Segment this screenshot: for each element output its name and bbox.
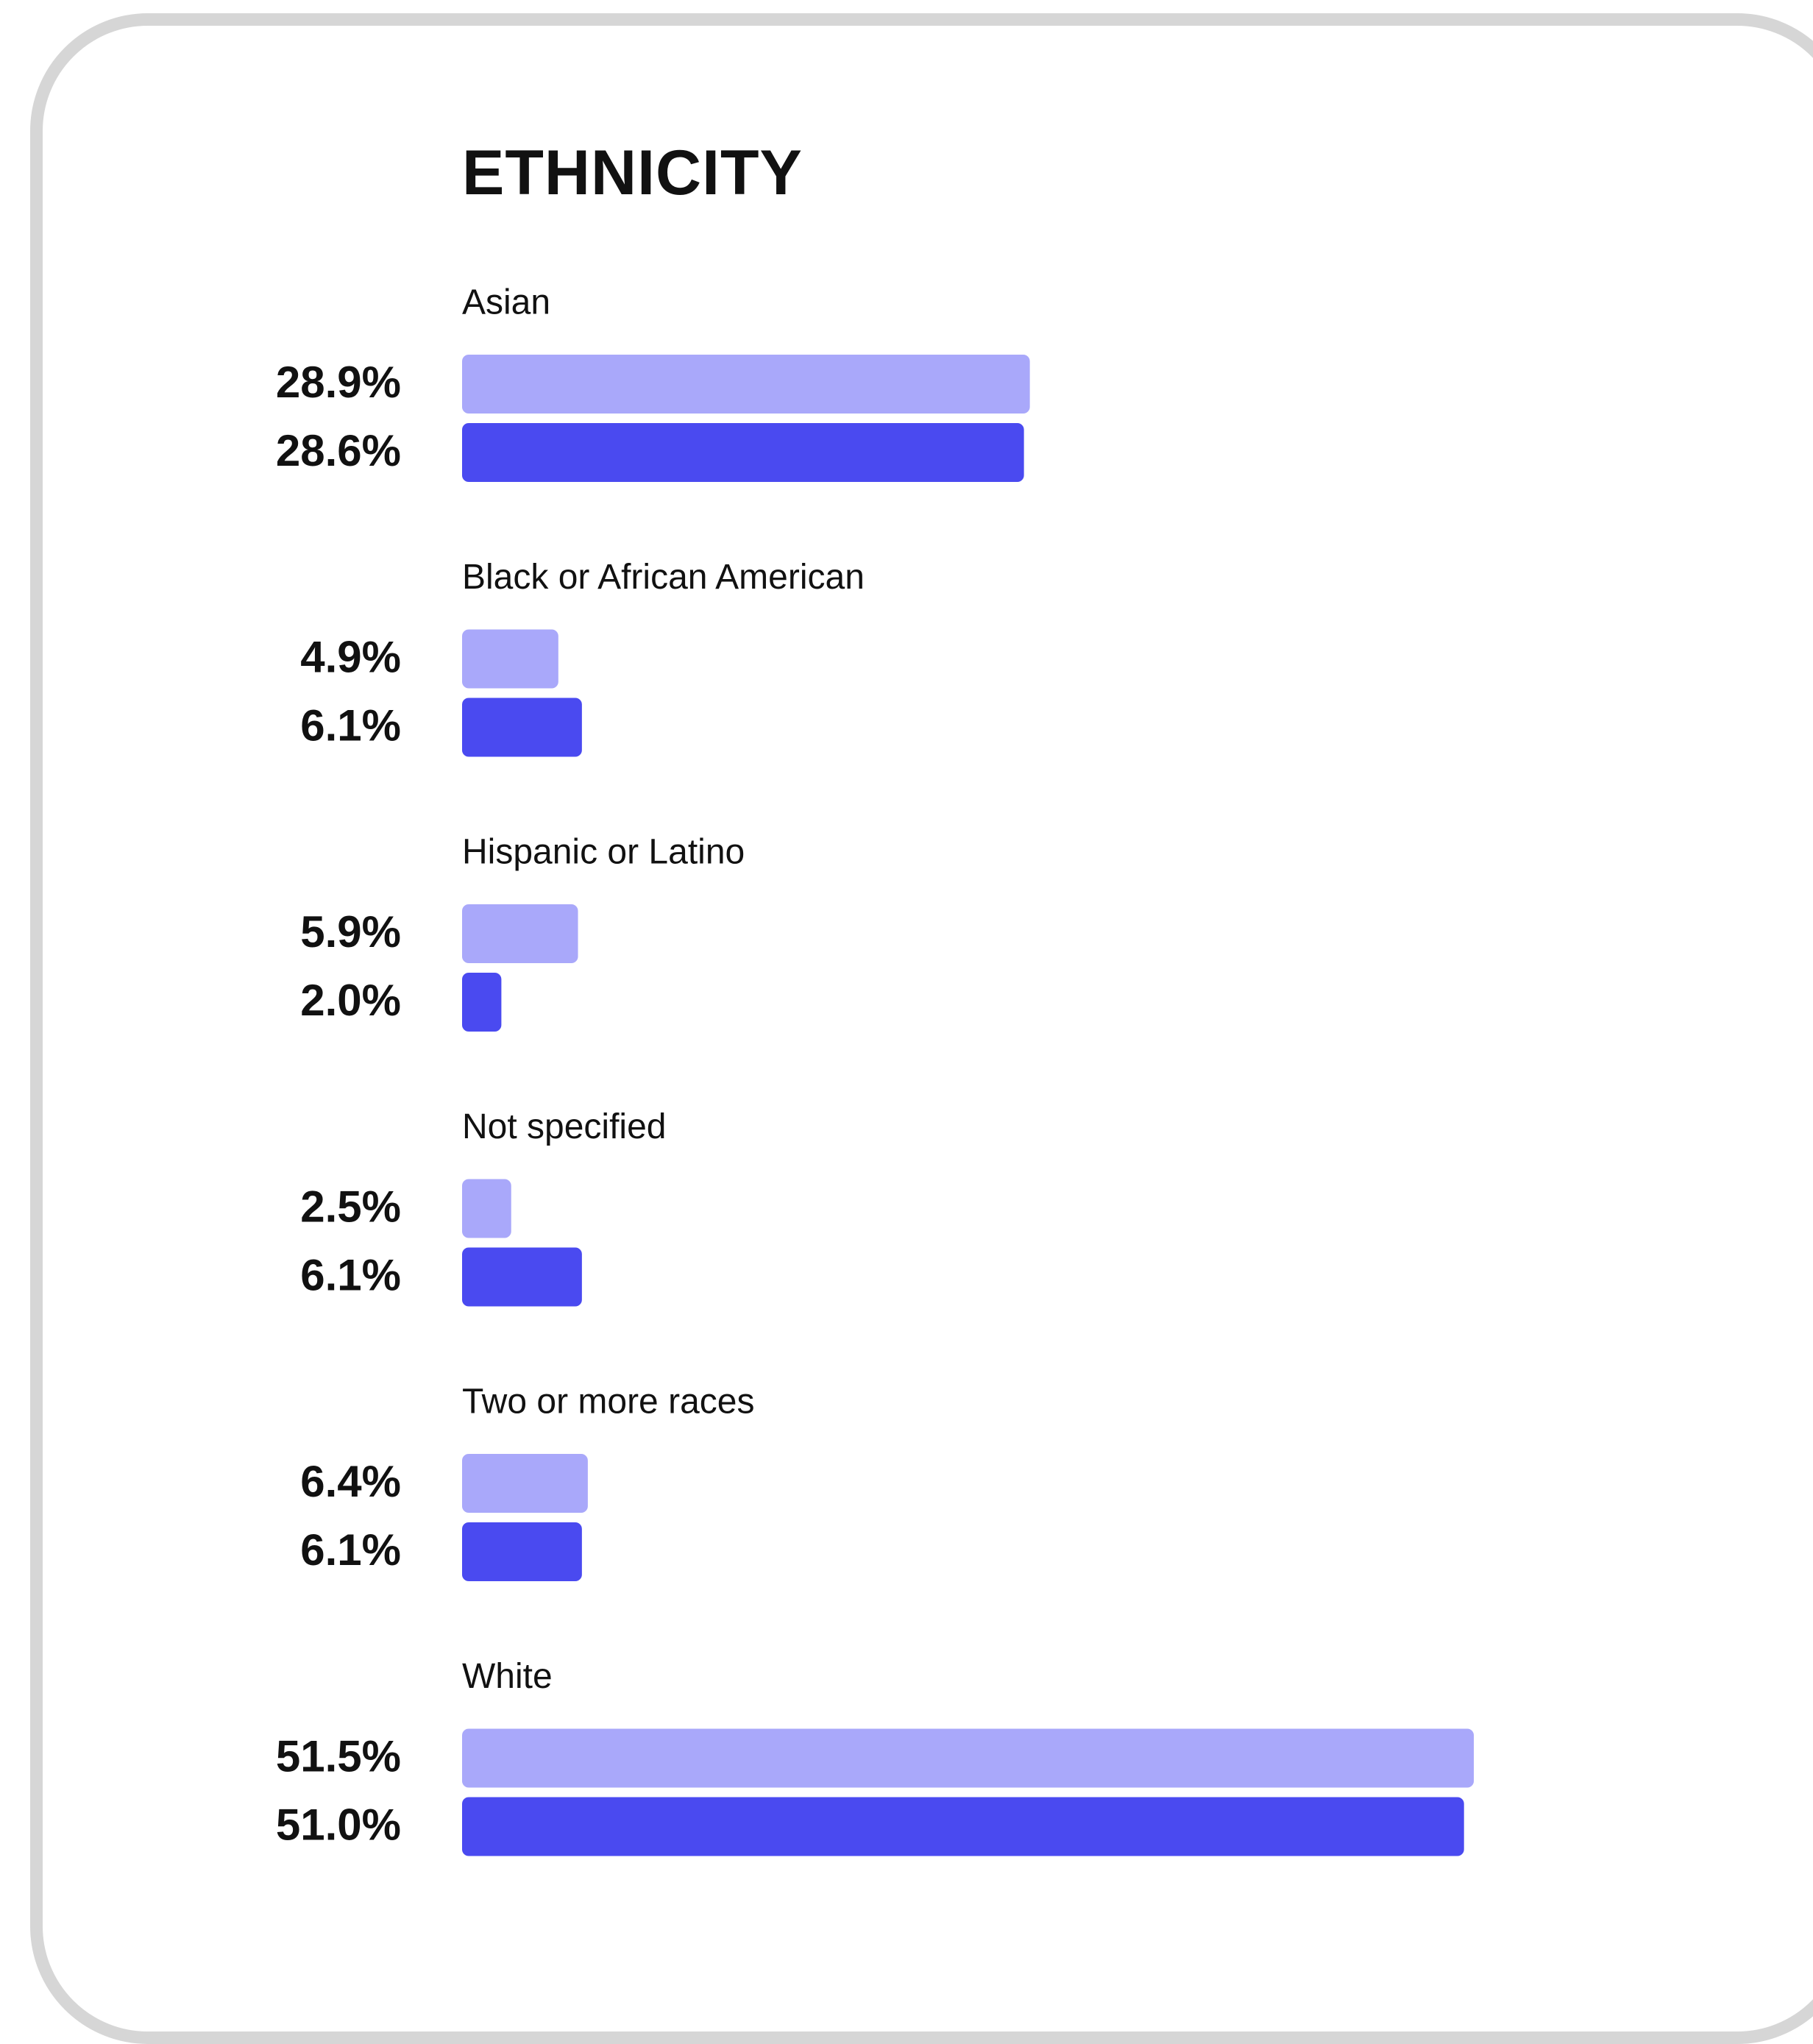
bar-series-1 [462, 1179, 511, 1238]
bar-series-2 [462, 1797, 1464, 1856]
value-label: 5.9% [300, 907, 401, 957]
category-label: Hispanic or Latino [462, 833, 745, 872]
bar-series-2 [462, 423, 1024, 482]
value-label: 2.0% [300, 976, 401, 1025]
chart-title: ETHNICITY [462, 138, 803, 208]
value-label: 28.6% [276, 426, 401, 475]
bar-series-1 [462, 904, 578, 963]
category-label: Asian [462, 283, 550, 322]
bar-series-2 [462, 973, 502, 1032]
category-label: White [462, 1657, 553, 1696]
bar-series-1 [462, 629, 558, 689]
value-label: 6.1% [300, 700, 401, 750]
value-label: 51.5% [276, 1731, 401, 1781]
bar-series-2 [462, 698, 582, 757]
bar-series-1 [462, 1454, 588, 1513]
category-label: Two or more races [462, 1383, 754, 1422]
category-label: Not specified [462, 1107, 666, 1146]
category-label: Black or African American [462, 558, 865, 597]
value-label: 2.5% [300, 1182, 401, 1231]
value-label: 6.1% [300, 1250, 401, 1299]
bar-series-1 [462, 1728, 1475, 1788]
bar-series-2 [462, 1522, 582, 1581]
bar-series-1 [462, 355, 1030, 414]
value-label: 6.4% [300, 1457, 401, 1506]
value-label: 4.9% [300, 632, 401, 681]
value-label: 28.9% [276, 358, 401, 407]
value-label: 6.1% [300, 1525, 401, 1575]
bar-series-2 [462, 1247, 582, 1307]
value-label: 51.0% [276, 1800, 401, 1849]
ethnicity-bar-chart: Asian 28.9% 28.6% Black or African American… [276, 283, 1475, 1856]
